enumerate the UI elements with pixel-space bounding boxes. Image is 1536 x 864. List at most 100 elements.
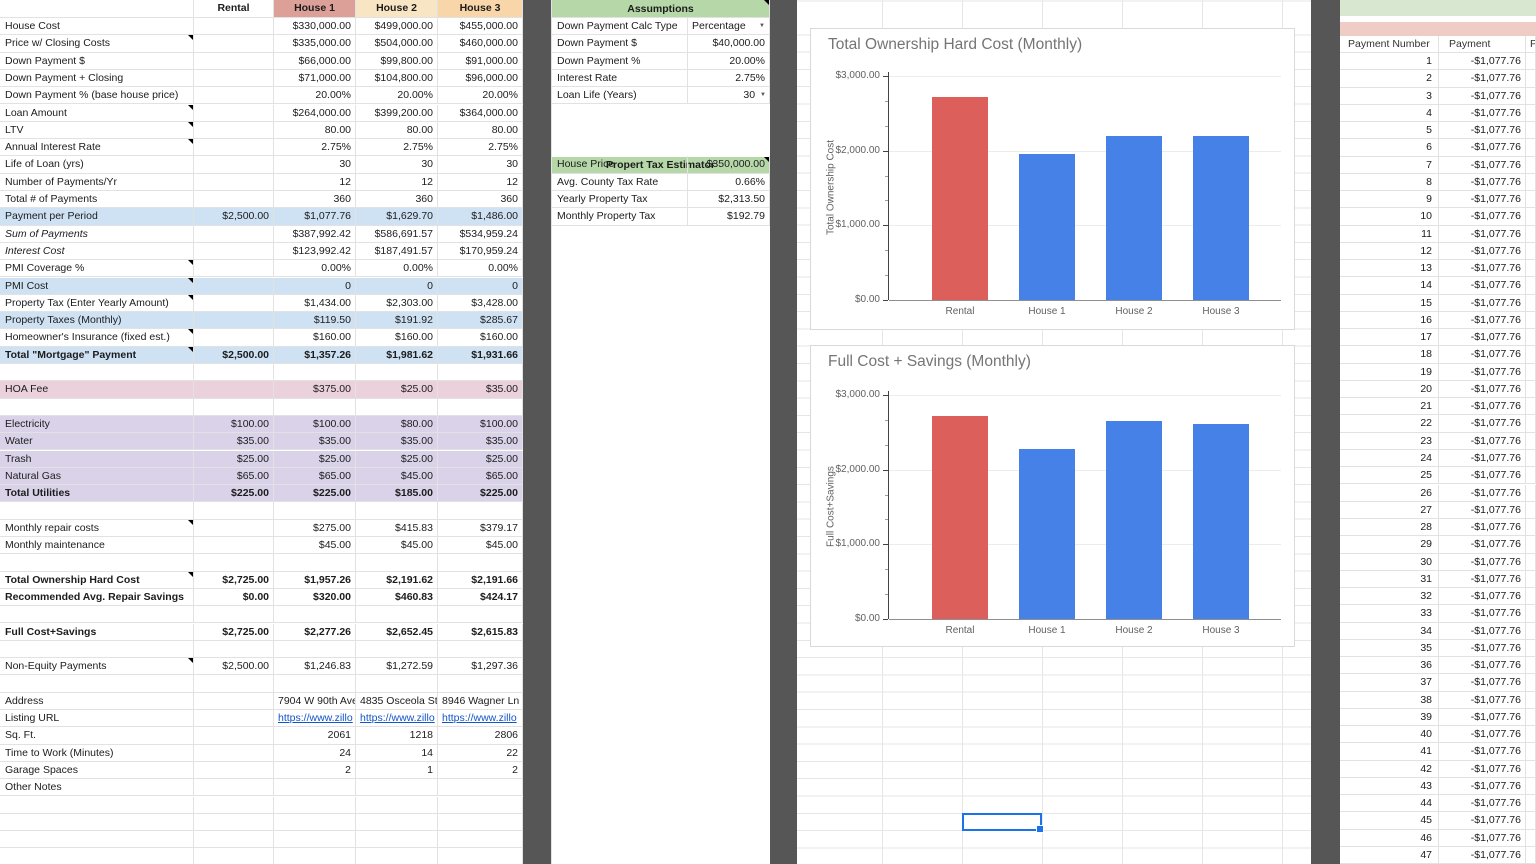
value-cell[interactable]: $3,428.00: [438, 294, 523, 313]
payment-amount-cell[interactable]: -$1,077.76: [1439, 743, 1526, 761]
value-cell[interactable]: [194, 329, 274, 347]
value-cell[interactable]: $2,652.45: [356, 623, 438, 641]
value-cell[interactable]: 20.00%: [356, 87, 438, 105]
payment-amount-cell[interactable]: -$1,077.76: [1439, 795, 1526, 813]
value-cell[interactable]: 20.00%: [438, 87, 523, 105]
value-cell[interactable]: [438, 502, 523, 520]
value-cell[interactable]: [194, 398, 274, 416]
value-cell[interactable]: 12: [356, 173, 438, 191]
value-cell[interactable]: [194, 87, 274, 105]
value-cell[interactable]: 1218: [356, 727, 438, 745]
value-cell[interactable]: [194, 35, 274, 53]
value-cell[interactable]: $1,077.76: [274, 208, 356, 226]
row-label-cell[interactable]: [0, 554, 194, 572]
value-cell[interactable]: 2.75%: [356, 139, 438, 157]
payment-number-cell[interactable]: 28: [1340, 519, 1439, 537]
value-cell[interactable]: [274, 813, 356, 832]
value-cell[interactable]: $66,000.00: [274, 52, 356, 70]
value-cell[interactable]: 30: [438, 156, 523, 174]
payment-number-cell[interactable]: 37: [1340, 674, 1439, 692]
value-cell[interactable]: $25.00: [194, 450, 274, 468]
payment-number-cell[interactable]: 20: [1340, 380, 1439, 399]
payment-number-cell[interactable]: 11: [1340, 225, 1439, 243]
payment-amount-cell[interactable]: -$1,077.76: [1439, 536, 1526, 554]
value-cell[interactable]: $504,000.00: [356, 35, 438, 53]
value-cell[interactable]: $119.50: [274, 312, 356, 330]
selected-cell[interactable]: [962, 813, 1044, 833]
value-cell[interactable]: $2,191.62: [356, 571, 438, 589]
value-cell[interactable]: $45.00: [356, 537, 438, 555]
value-cell[interactable]: 24: [274, 744, 356, 762]
value-cell[interactable]: $2,500.00: [194, 658, 274, 676]
value-cell[interactable]: $225.00: [194, 485, 274, 503]
row-label-cell[interactable]: Natural Gas: [0, 467, 194, 486]
loan-life-dropdown[interactable]: 30 ▼: [688, 87, 770, 105]
value-cell[interactable]: [194, 537, 274, 555]
value-cell[interactable]: [438, 848, 523, 864]
value-cell[interactable]: [356, 398, 438, 416]
payments-column-header-next[interactable]: P: [1526, 36, 1536, 53]
payment-amount-cell[interactable]: -$1,077.76: [1439, 87, 1526, 105]
dropdown-arrow-icon[interactable]: ▼: [759, 23, 765, 30]
value-cell[interactable]: [274, 675, 356, 693]
payment-amount-cell[interactable]: -$1,077.76: [1439, 708, 1526, 727]
value-cell[interactable]: [356, 831, 438, 849]
next-column-cell[interactable]: [1526, 242, 1536, 261]
value-cell[interactable]: [194, 104, 274, 122]
payment-number-cell[interactable]: 32: [1340, 588, 1439, 606]
setting-value[interactable]: 20.00%: [688, 52, 770, 70]
setting-value[interactable]: 0.66%: [688, 173, 770, 191]
value-cell[interactable]: $285.67: [438, 312, 523, 330]
value-cell[interactable]: $191.92: [356, 312, 438, 330]
chart-card-total-ownership[interactable]: Total Ownership Hard Cost (Monthly) Total…: [810, 28, 1295, 330]
payment-amount-cell[interactable]: -$1,077.76: [1439, 104, 1526, 123]
next-column-cell[interactable]: [1526, 570, 1536, 589]
payment-number-cell[interactable]: 13: [1340, 260, 1439, 278]
value-cell[interactable]: [438, 675, 523, 693]
payment-amount-cell[interactable]: -$1,077.76: [1439, 726, 1526, 744]
assumptions-header[interactable]: Assumptions: [552, 0, 770, 18]
next-column-cell[interactable]: [1526, 760, 1536, 778]
value-cell[interactable]: 8946 Wagner Ln: [438, 692, 523, 710]
value-cell[interactable]: [356, 796, 438, 814]
hidden-columns-divider-left[interactable]: [523, 0, 551, 864]
row-label-cell[interactable]: Payment per Period: [0, 208, 194, 226]
next-column-cell[interactable]: [1526, 501, 1536, 519]
row-label-cell[interactable]: [0, 848, 194, 864]
payment-amount-cell[interactable]: -$1,077.76: [1439, 70, 1526, 88]
row-label-cell[interactable]: Monthly repair costs: [0, 519, 194, 537]
value-cell[interactable]: 30: [274, 156, 356, 174]
payment-number-cell[interactable]: 25: [1340, 467, 1439, 485]
value-cell[interactable]: 360: [274, 191, 356, 209]
payment-number-cell[interactable]: 43: [1340, 777, 1439, 796]
payment-number-cell[interactable]: 24: [1340, 449, 1439, 468]
payment-number-cell[interactable]: 2: [1340, 70, 1439, 88]
next-column-cell[interactable]: [1526, 225, 1536, 243]
payment-number-cell[interactable]: 17: [1340, 329, 1439, 347]
value-cell[interactable]: [194, 312, 274, 330]
row-label-cell[interactable]: Number of Payments/Yr: [0, 173, 194, 191]
next-column-cell[interactable]: [1526, 708, 1536, 727]
value-cell[interactable]: 0: [356, 277, 438, 295]
row-label-cell[interactable]: Price w/ Closing Costs: [0, 35, 194, 53]
value-cell[interactable]: 360: [438, 191, 523, 209]
value-cell[interactable]: [438, 831, 523, 849]
payment-amount-cell[interactable]: -$1,077.76: [1439, 777, 1526, 796]
row-label-cell[interactable]: [0, 502, 194, 520]
payment-amount-cell[interactable]: -$1,077.76: [1439, 605, 1526, 623]
row-label-cell[interactable]: House Cost: [0, 18, 194, 36]
row-label-cell[interactable]: Trash: [0, 450, 194, 468]
payment-number-cell[interactable]: 1: [1340, 53, 1439, 71]
next-column-cell[interactable]: [1526, 139, 1536, 157]
row-label-cell[interactable]: [0, 606, 194, 624]
value-cell[interactable]: [356, 848, 438, 864]
value-cell[interactable]: $2,725.00: [194, 571, 274, 589]
value-cell[interactable]: 22: [438, 744, 523, 762]
value-cell[interactable]: $415.83: [356, 519, 438, 537]
value-cell[interactable]: $1,246.83: [274, 658, 356, 676]
next-column-cell[interactable]: [1526, 691, 1536, 709]
bar-rental[interactable]: [932, 96, 988, 300]
value-cell[interactable]: $225.00: [438, 485, 523, 503]
next-column-cell[interactable]: [1526, 208, 1536, 226]
value-cell[interactable]: [274, 831, 356, 849]
